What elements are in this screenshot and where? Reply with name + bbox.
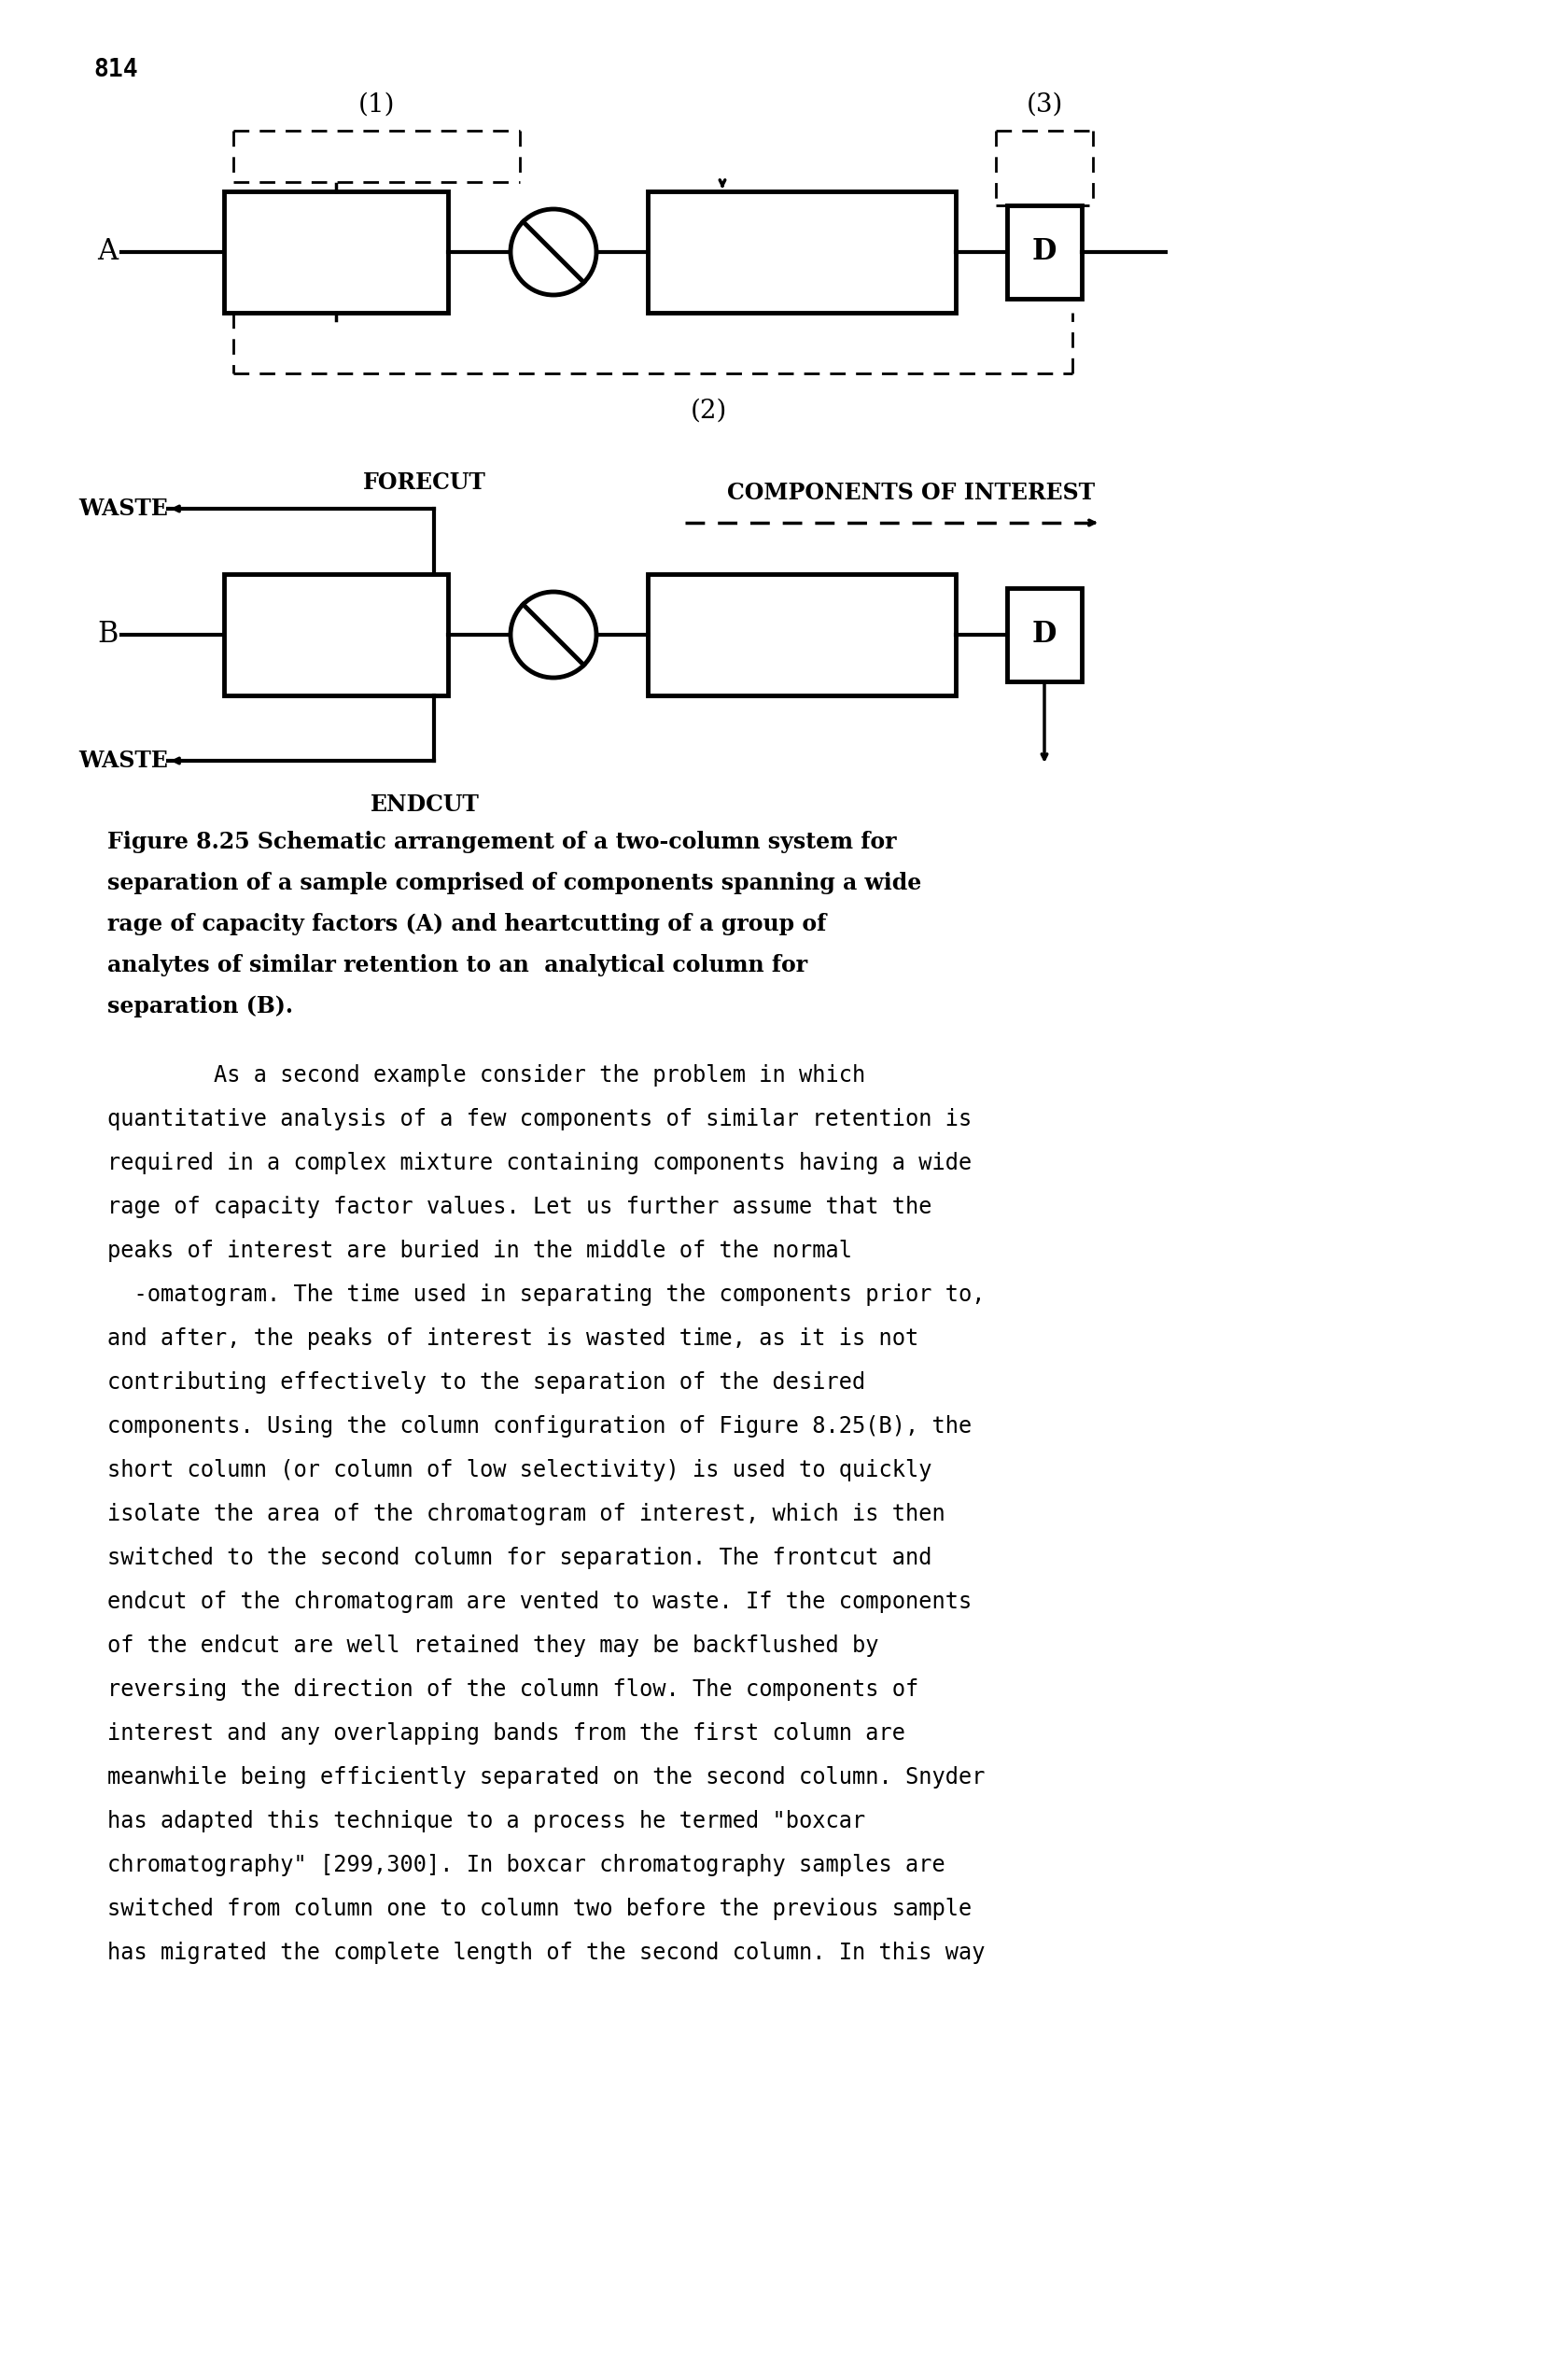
Text: reversing the direction of the column flow. The components of: reversing the direction of the column fl… xyxy=(107,1678,919,1702)
Text: peaks of interest are buried in the middle of the normal: peaks of interest are buried in the midd… xyxy=(107,1240,851,1261)
Text: WASTE: WASTE xyxy=(78,750,168,773)
Text: (3): (3) xyxy=(1025,92,1063,118)
Text: separation of a sample comprised of components spanning a wide: separation of a sample comprised of comp… xyxy=(107,872,922,893)
Text: rage of capacity factor values. Let us further assume that the: rage of capacity factor values. Let us f… xyxy=(107,1195,931,1219)
Text: contributing effectively to the separation of the desired: contributing effectively to the separati… xyxy=(107,1372,866,1393)
Bar xyxy=(648,575,956,695)
Text: interest and any overlapping bands from the first column are: interest and any overlapping bands from … xyxy=(107,1723,905,1744)
Text: As a second example consider the problem in which: As a second example consider the problem… xyxy=(107,1063,866,1087)
Text: components. Using the column configuration of Figure 8.25(B), the: components. Using the column configurati… xyxy=(107,1414,972,1438)
Text: D: D xyxy=(1032,620,1057,648)
Bar xyxy=(224,191,448,313)
Bar xyxy=(1007,589,1082,681)
Text: -omatogram. The time used in separating the components prior to,: -omatogram. The time used in separating … xyxy=(107,1285,985,1306)
Text: and after, the peaks of interest is wasted time, as it is not: and after, the peaks of interest is wast… xyxy=(107,1327,919,1351)
Text: endcut of the chromatogram are vented to waste. If the components: endcut of the chromatogram are vented to… xyxy=(107,1591,972,1612)
Bar xyxy=(224,575,448,695)
Text: ENDCUT: ENDCUT xyxy=(370,794,480,816)
Text: meanwhile being efficiently separated on the second column. Snyder: meanwhile being efficiently separated on… xyxy=(107,1765,985,1789)
Text: B: B xyxy=(97,620,118,648)
Text: quantitative analysis of a few components of similar retention is: quantitative analysis of a few component… xyxy=(107,1108,972,1131)
Text: D: D xyxy=(1032,238,1057,266)
Bar xyxy=(1007,205,1082,299)
Text: of the endcut are well retained they may be backflushed by: of the endcut are well retained they may… xyxy=(107,1633,878,1657)
Text: separation (B).: separation (B). xyxy=(107,995,293,1018)
Text: FORECUT: FORECUT xyxy=(364,471,486,495)
Text: short column (or column of low selectivity) is used to quickly: short column (or column of low selectivi… xyxy=(107,1459,931,1483)
Text: has migrated the complete length of the second column. In this way: has migrated the complete length of the … xyxy=(107,1942,985,1963)
Text: switched to the second column for separation. The frontcut and: switched to the second column for separa… xyxy=(107,1546,931,1570)
Text: WASTE: WASTE xyxy=(78,497,168,521)
Text: COMPONENTS OF INTEREST: COMPONENTS OF INTEREST xyxy=(728,481,1096,504)
Text: has adapted this technique to a process he termed "boxcar: has adapted this technique to a process … xyxy=(107,1810,866,1831)
Text: (1): (1) xyxy=(358,92,395,118)
Bar xyxy=(648,191,956,313)
Text: isolate the area of the chromatogram of interest, which is then: isolate the area of the chromatogram of … xyxy=(107,1504,946,1525)
Text: required in a complex mixture containing components having a wide: required in a complex mixture containing… xyxy=(107,1153,972,1174)
Text: analytes of similar retention to an  analytical column for: analytes of similar retention to an anal… xyxy=(107,955,808,976)
Text: chromatography" [299,300]. In boxcar chromatography samples are: chromatography" [299,300]. In boxcar chr… xyxy=(107,1855,946,1876)
Text: A: A xyxy=(97,238,118,266)
Text: switched from column one to column two before the previous sample: switched from column one to column two b… xyxy=(107,1897,972,1921)
Text: Figure 8.25 Schematic arrangement of a two-column system for: Figure 8.25 Schematic arrangement of a t… xyxy=(107,830,897,853)
Text: rage of capacity factors (A) and heartcutting of a group of: rage of capacity factors (A) and heartcu… xyxy=(107,912,826,936)
Text: (2): (2) xyxy=(690,398,728,424)
Text: 814: 814 xyxy=(94,59,138,82)
